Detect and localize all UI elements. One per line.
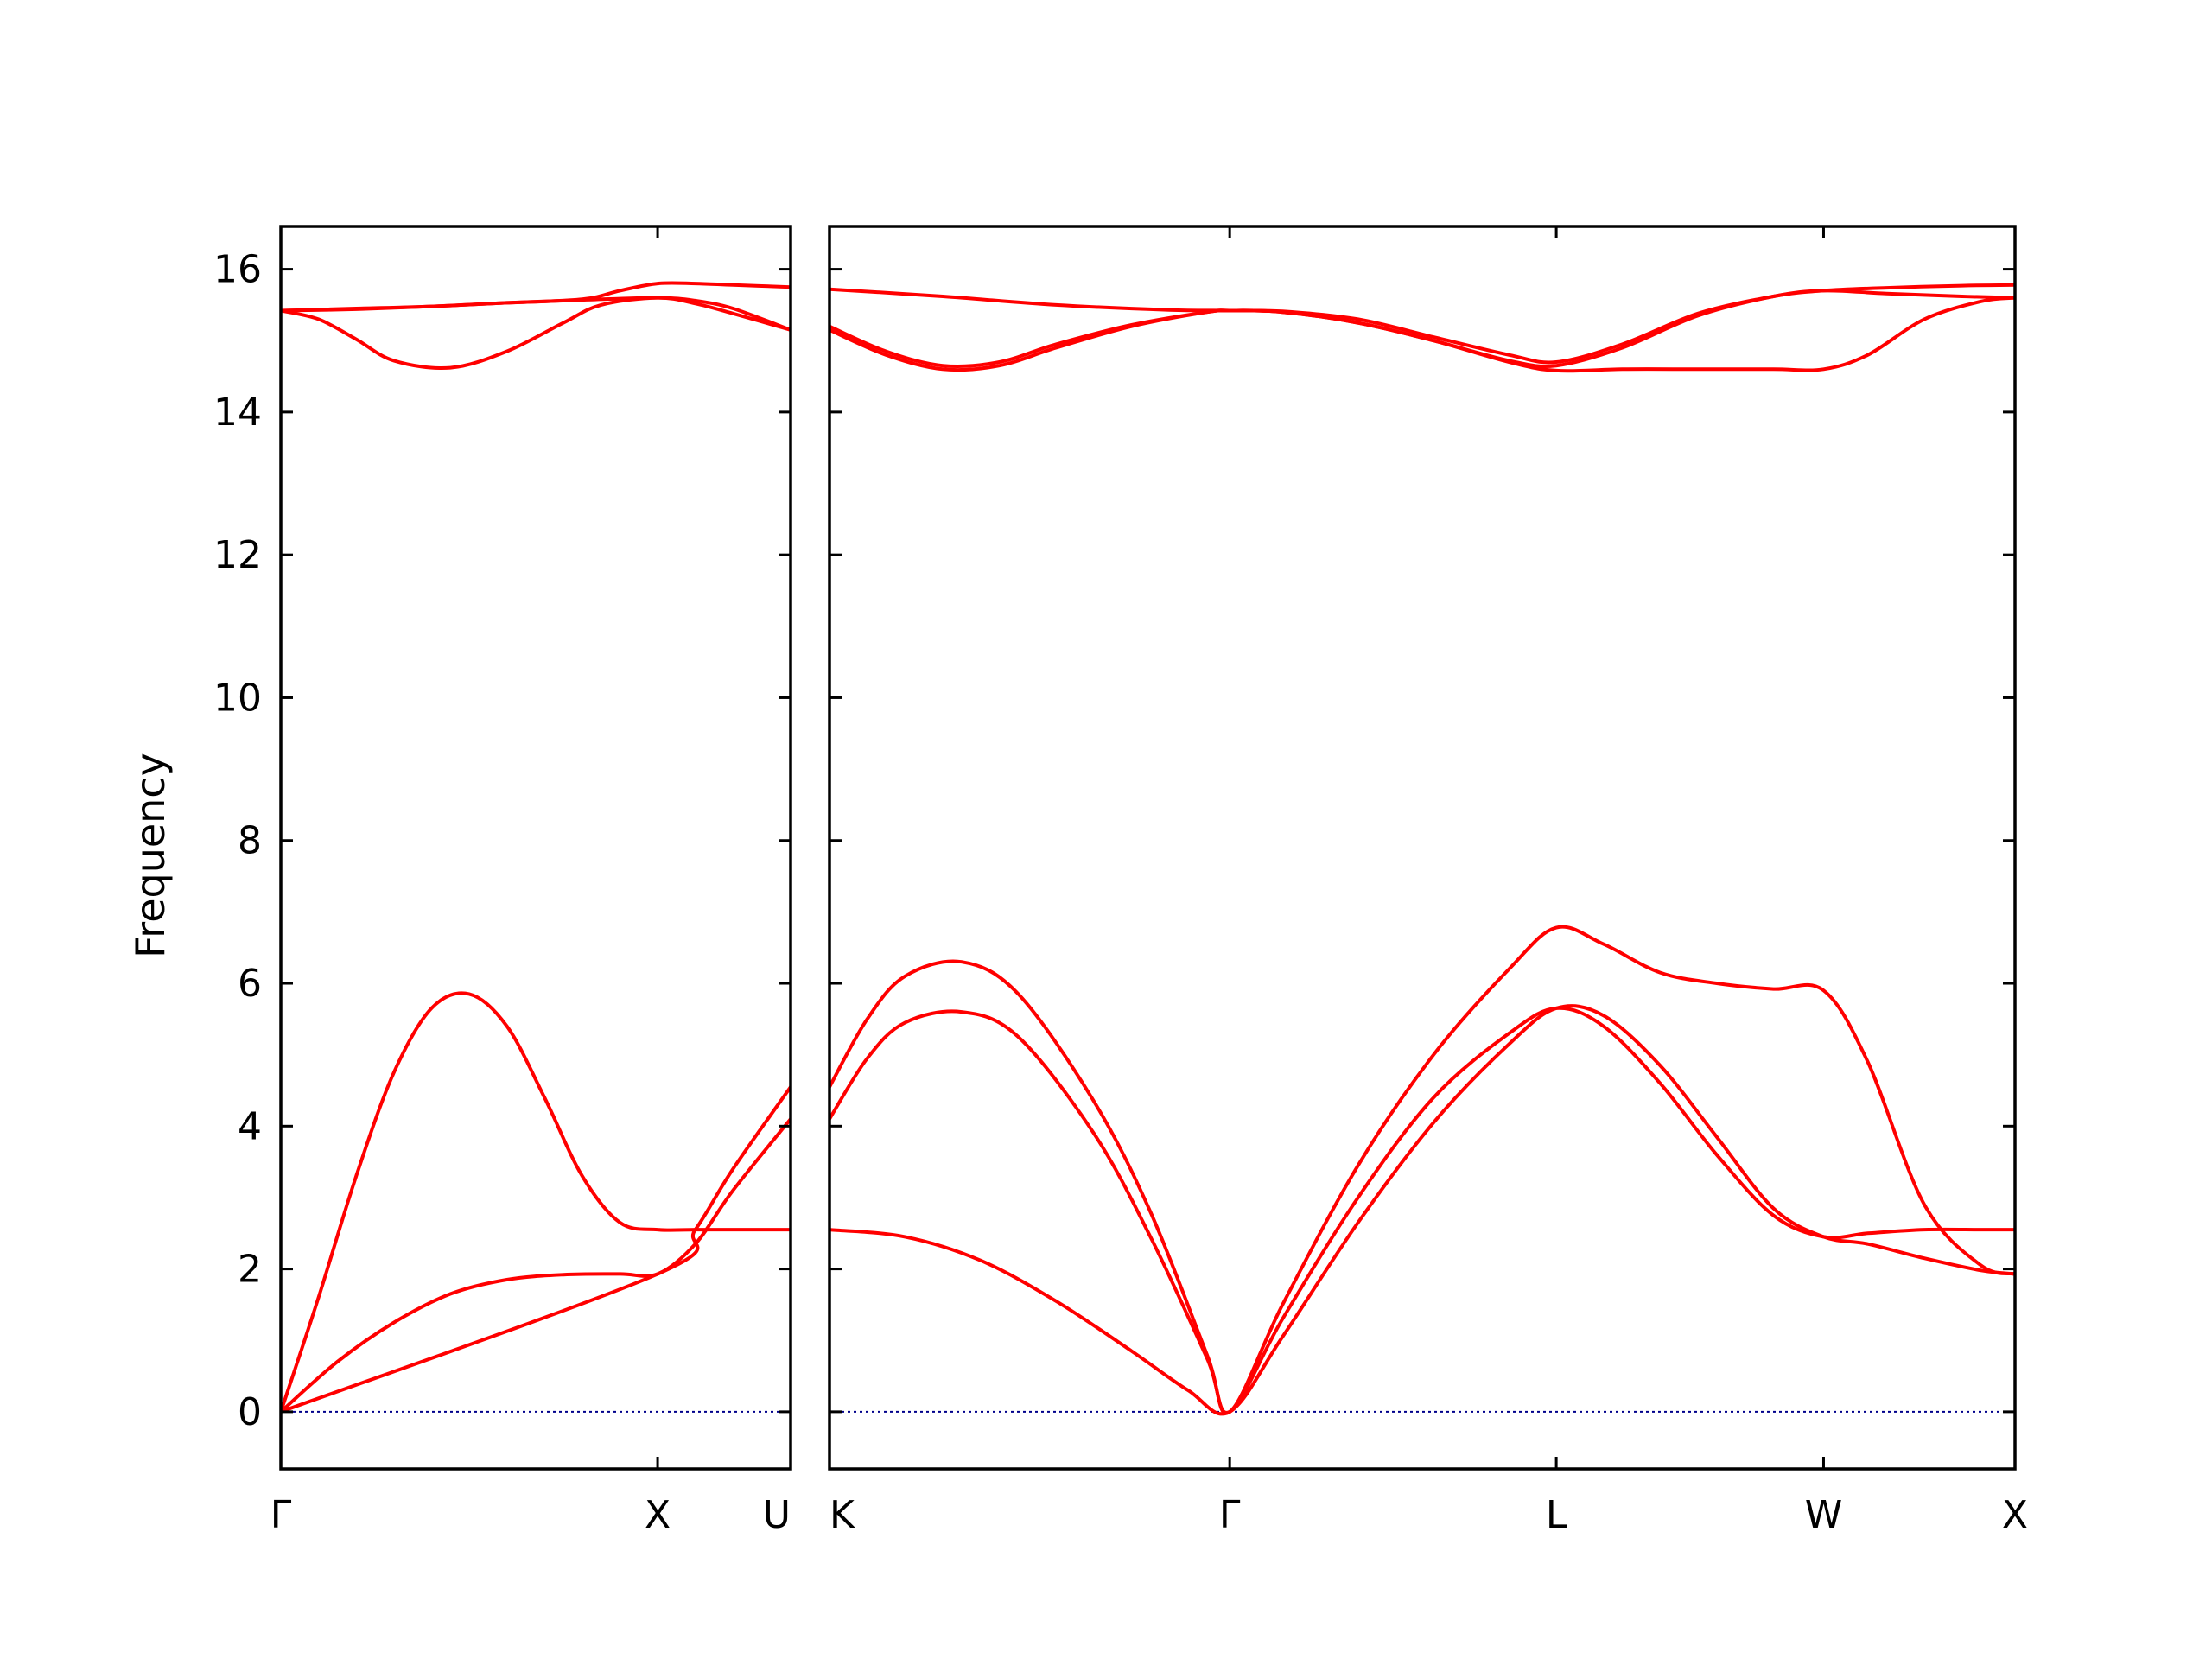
band-lines [830, 283, 2015, 1416]
band-line-6 [281, 281, 791, 313]
y-tick-label: 4 [238, 1104, 262, 1148]
y-tick-label: 10 [213, 676, 262, 720]
band-line-2 [281, 991, 791, 1414]
y-tick-label: 6 [238, 962, 262, 1006]
x-tick-label: Γ [270, 1493, 292, 1537]
band-line-2 [830, 1006, 2015, 1414]
band-lines [281, 281, 791, 1414]
x-tick-label: L [1546, 1493, 1567, 1537]
panel-frame [828, 225, 2017, 1471]
band-line-4 [281, 296, 791, 370]
band-line-3 [830, 925, 2015, 1415]
y-tick-label: 2 [238, 1248, 262, 1292]
y-axis-label: Frequency [127, 753, 174, 958]
x-tick-label: U [763, 1493, 791, 1537]
band-line-6 [830, 283, 2015, 365]
band-line-1 [281, 1117, 791, 1414]
y-tick-label: 0 [238, 1390, 262, 1434]
y-tick-label: 8 [238, 819, 262, 863]
panel-frame [279, 225, 792, 1471]
x-tick-label: K [830, 1493, 855, 1537]
y-tick-label: 14 [213, 391, 262, 435]
x-tick-label: W [1805, 1493, 1843, 1537]
y-tick-label: 12 [213, 533, 262, 577]
x-tick-label: Γ [1219, 1493, 1241, 1537]
x-tick-label: X [645, 1493, 671, 1537]
y-tick-label: 16 [213, 248, 262, 292]
panel-1: 0 2 4 6 8 10 12 14 16 Γ X U [213, 225, 792, 1537]
band-line-3 [281, 1084, 791, 1414]
x-tick-label: X [2002, 1493, 2028, 1537]
plot-panels: 0 2 4 6 8 10 12 14 16 Γ X U K Γ L W X [213, 225, 2028, 1537]
